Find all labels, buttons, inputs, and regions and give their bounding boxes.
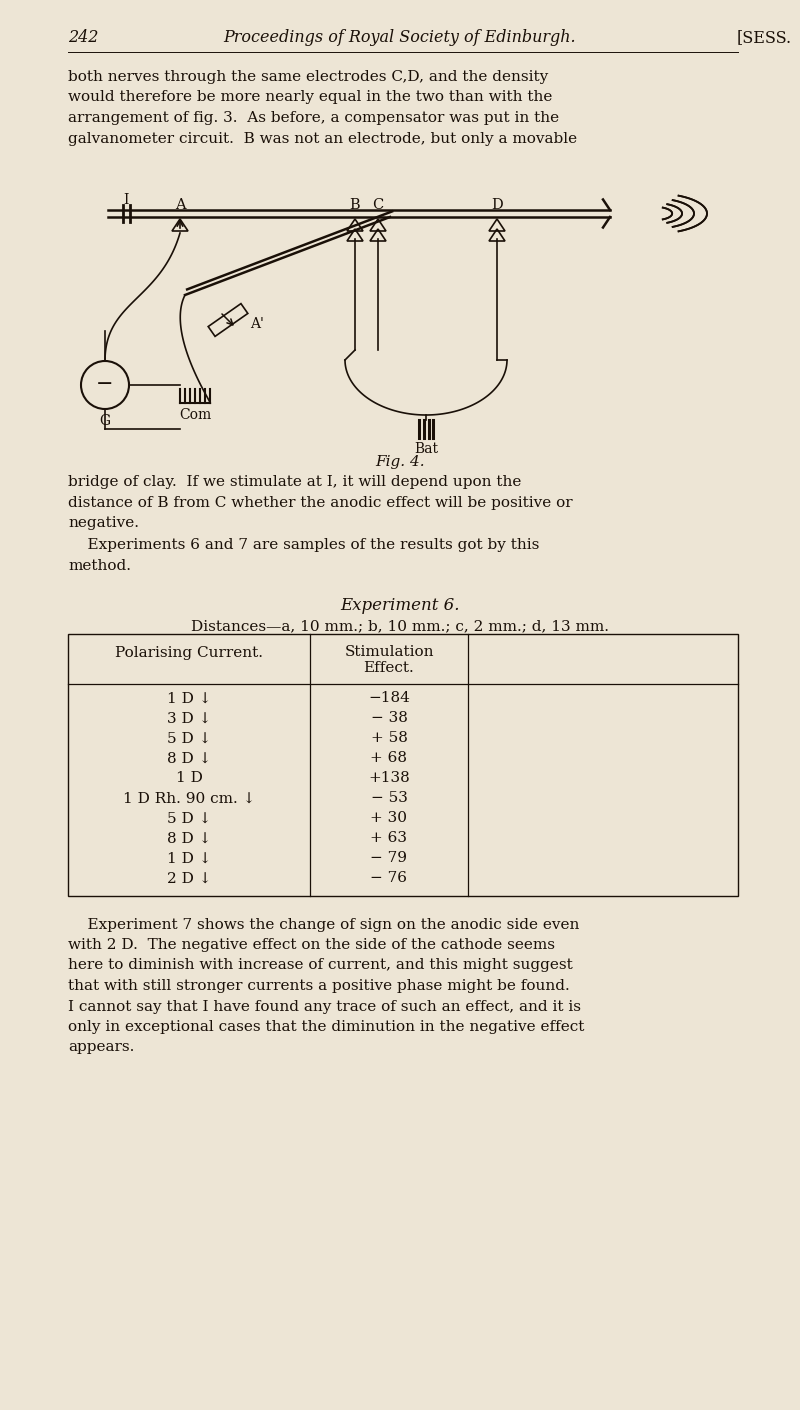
Text: [SESS.: [SESS. [737,30,792,47]
Text: Experiment 6.: Experiment 6. [340,598,460,615]
Text: galvanometer circuit.  B was not an electrode, but only a movable: galvanometer circuit. B was not an elect… [68,131,577,145]
Text: negative.: negative. [68,516,139,530]
Text: Bat: Bat [414,441,438,455]
Text: 2 D ↓: 2 D ↓ [166,871,211,885]
Text: + 58: + 58 [370,732,407,746]
Text: Stimulation: Stimulation [344,644,434,658]
Text: B: B [350,197,360,211]
Text: here to diminish with increase of current, and this might suggest: here to diminish with increase of curren… [68,959,573,973]
Text: that with still stronger currents a positive phase might be found.: that with still stronger currents a posi… [68,979,570,993]
Text: 242: 242 [68,30,98,47]
Text: bridge of clay.  If we stimulate at I, it will depend upon the: bridge of clay. If we stimulate at I, it… [68,475,522,489]
Text: Experiment 7 shows the change of sign on the anodic side even: Experiment 7 shows the change of sign on… [68,918,579,932]
Text: Distances—a, 10 mm.; b, 10 mm.; c, 2 mm.; d, 13 mm.: Distances—a, 10 mm.; b, 10 mm.; c, 2 mm.… [191,619,609,633]
Text: + 63: + 63 [370,832,407,846]
Text: Proceedings of Royal Society of Edinburgh.: Proceedings of Royal Society of Edinburg… [224,30,576,47]
Text: distance of B from C whether the anodic effect will be positive or: distance of B from C whether the anodic … [68,495,573,509]
Text: + 68: + 68 [370,752,407,766]
Text: −184: −184 [368,691,410,705]
Text: − 38: − 38 [370,712,407,726]
Text: Com: Com [179,407,211,422]
Text: only in exceptional cases that the diminution in the negative effect: only in exceptional cases that the dimin… [68,1019,584,1034]
Text: 1 D ↓: 1 D ↓ [166,691,211,705]
Text: 8 D ↓: 8 D ↓ [167,752,211,766]
Text: A: A [174,197,186,211]
Text: 5 D ↓: 5 D ↓ [167,732,211,746]
Text: Fig. 4.: Fig. 4. [375,455,425,470]
Text: method.: method. [68,558,131,572]
Text: 3 D ↓: 3 D ↓ [167,712,211,726]
Text: −: − [96,375,114,395]
Text: Polarising Current.: Polarising Current. [115,646,263,660]
Text: I: I [123,193,129,207]
Text: +138: +138 [368,771,410,785]
Text: Effect.: Effect. [364,661,414,675]
Text: G: G [99,415,110,429]
Text: − 79: − 79 [370,852,407,866]
Text: I cannot say that I have found any trace of such an effect, and it is: I cannot say that I have found any trace… [68,1000,581,1014]
Text: C: C [372,197,384,211]
Text: appears.: appears. [68,1041,134,1055]
Bar [68,633,738,895]
Text: − 53: − 53 [370,791,407,805]
Text: − 76: − 76 [370,871,407,885]
Text: D: D [491,197,503,211]
Text: 1 D ↓: 1 D ↓ [166,852,211,866]
Text: with 2 D.  The negative effect on the side of the cathode seems: with 2 D. The negative effect on the sid… [68,938,555,952]
Text: 8 D ↓: 8 D ↓ [167,832,211,846]
Text: both nerves through the same electrodes C,D, and the density: both nerves through the same electrodes … [68,70,548,85]
Text: would therefore be more nearly equal in the two than with the: would therefore be more nearly equal in … [68,90,552,104]
Text: 5 D ↓: 5 D ↓ [167,812,211,825]
Text: A': A' [250,317,264,331]
Text: Experiments 6 and 7 are samples of the results got by this: Experiments 6 and 7 are samples of the r… [68,539,539,553]
Text: + 30: + 30 [370,812,407,825]
Text: arrangement of fig. 3.  As before, a compensator was put in the: arrangement of fig. 3. As before, a comp… [68,111,559,125]
Text: 1 D Rh. 90 cm. ↓: 1 D Rh. 90 cm. ↓ [123,791,255,805]
Text: 1 D: 1 D [175,771,202,785]
